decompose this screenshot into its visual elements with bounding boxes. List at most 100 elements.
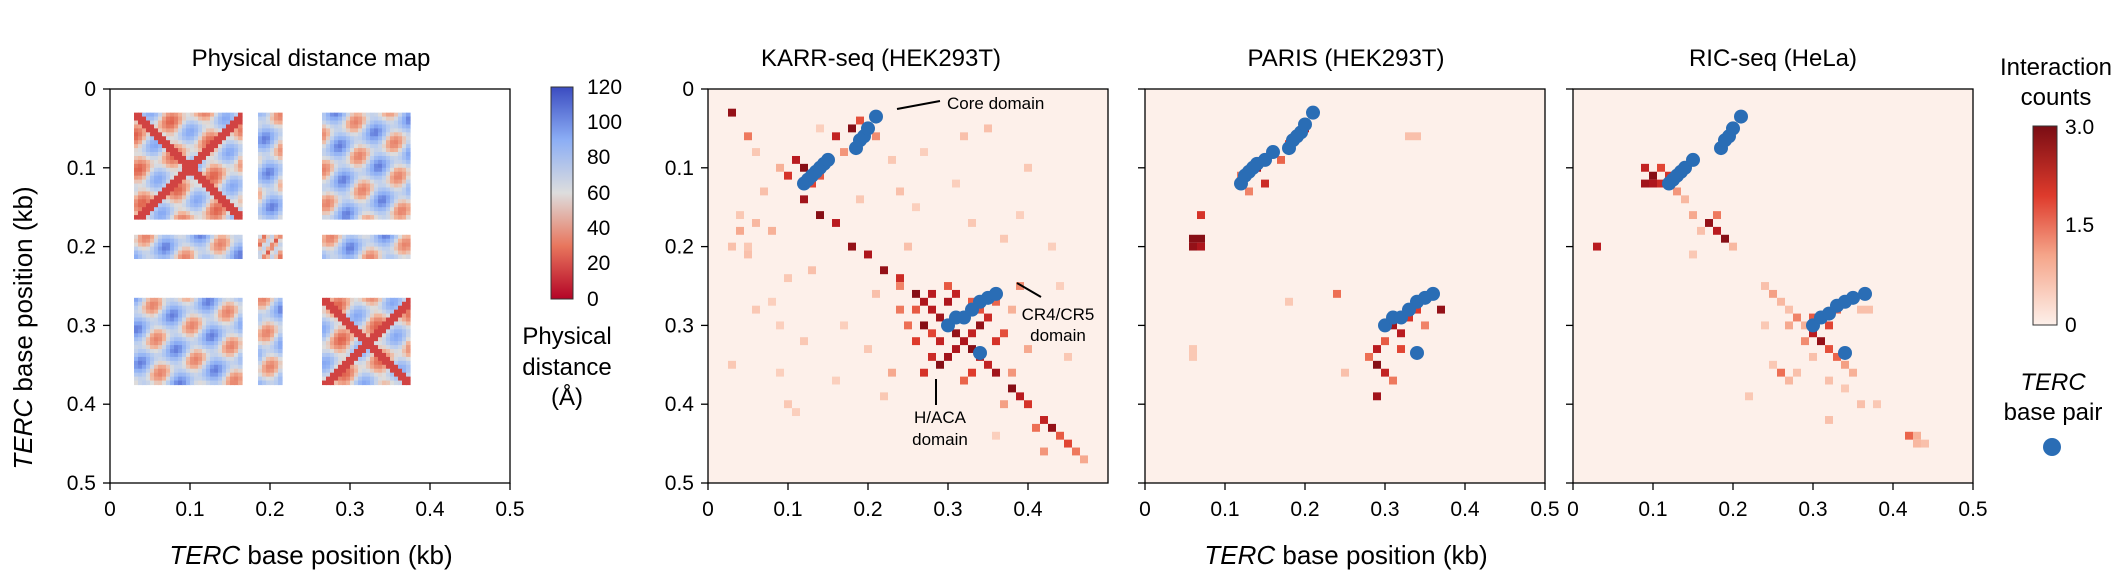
distance-cell <box>214 238 219 244</box>
distance-cell <box>142 159 147 165</box>
distance-cell <box>378 191 383 196</box>
distance-cell <box>262 199 267 204</box>
distance-cell <box>398 167 403 173</box>
distance-cell <box>190 309 195 315</box>
distance-cell <box>274 345 279 350</box>
distance-cell <box>374 329 379 334</box>
distance-cell <box>226 297 231 303</box>
distance-cell <box>342 333 347 338</box>
distance-cell <box>390 215 395 220</box>
distance-cell <box>274 341 279 346</box>
distance-cell <box>234 254 239 260</box>
distance-cell <box>150 203 155 208</box>
distance-cell <box>150 254 155 260</box>
distance-cell <box>334 159 339 165</box>
distance-cell <box>234 140 239 145</box>
distance-cell <box>274 301 279 307</box>
distance-cell <box>214 250 219 256</box>
distance-cell <box>234 183 239 189</box>
distance-cell <box>374 364 379 370</box>
distance-cell <box>234 372 239 378</box>
distance-cell <box>150 325 155 330</box>
distance-cell <box>226 349 231 354</box>
distance-cell <box>342 215 347 220</box>
distance-cell <box>274 329 279 334</box>
distance-cell <box>386 159 391 165</box>
distance-cell <box>258 163 263 169</box>
distance-cell <box>278 163 283 169</box>
distance-cell <box>218 246 223 252</box>
distance-cell <box>386 124 391 129</box>
interaction-cell <box>1189 242 1197 251</box>
distance-cell <box>210 246 215 252</box>
distance-cell <box>258 183 263 189</box>
distance-cell <box>198 215 203 220</box>
distance-cell <box>366 203 371 208</box>
distance-cell <box>238 341 243 346</box>
distance-cell <box>374 246 379 252</box>
distance-cell <box>262 242 267 248</box>
distance-cell <box>150 116 155 122</box>
distance-cell <box>322 341 327 346</box>
distance-cell <box>262 132 267 137</box>
distance-cell <box>162 297 167 303</box>
distance-cell <box>186 191 191 196</box>
distance-cell <box>358 234 363 240</box>
distance-cell <box>150 246 155 252</box>
distance-cell <box>362 301 367 307</box>
distance-cell <box>218 360 223 366</box>
distance-cell <box>214 155 219 161</box>
distance-cell <box>222 352 227 358</box>
distance-cell <box>338 152 343 157</box>
distance-cell <box>162 321 167 326</box>
interaction-cell <box>744 242 752 251</box>
distance-cell <box>258 132 263 137</box>
distance-cell <box>262 360 267 366</box>
distance-cell <box>182 372 187 378</box>
distance-cell <box>258 148 263 153</box>
interaction-cell <box>760 187 768 196</box>
distance-cell <box>198 337 203 342</box>
distance-cell <box>218 368 223 374</box>
distance-cell <box>394 360 399 366</box>
distance-cell <box>154 250 159 256</box>
distance-cell <box>406 341 411 346</box>
distance-cell <box>194 215 199 220</box>
distance-cell <box>358 329 363 334</box>
distance-cell <box>266 215 271 220</box>
distance-cell <box>150 368 155 374</box>
distance-cell <box>202 171 207 177</box>
distance-cell <box>158 242 163 248</box>
interaction-cell <box>1769 289 1777 298</box>
distance-cell <box>382 116 387 122</box>
distance-cell <box>198 246 203 252</box>
distance-cell <box>278 215 283 220</box>
distance-cell <box>166 234 171 240</box>
distance-tick: 100 <box>587 111 622 134</box>
distance-cell <box>346 297 351 303</box>
distance-cell <box>362 242 367 248</box>
distance-cell <box>334 242 339 248</box>
distance-cell <box>222 242 227 248</box>
interaction-cell <box>1285 297 1293 306</box>
distance-cell <box>158 195 163 200</box>
distance-cell <box>390 364 395 370</box>
distance-cell <box>186 309 191 315</box>
distance-cell <box>406 356 411 362</box>
distance-cell <box>394 372 399 378</box>
distance-cell <box>370 167 375 173</box>
distance-cell <box>174 163 179 169</box>
distance-cell <box>230 203 235 208</box>
distance-cell <box>350 380 355 386</box>
distance-cell <box>358 349 363 354</box>
distance-cell <box>394 179 399 185</box>
distance-cell <box>218 345 223 350</box>
distance-cell <box>146 376 151 382</box>
distance-cell <box>406 207 411 212</box>
distance-cell <box>330 364 335 370</box>
distance-cell <box>214 349 219 354</box>
distance-cell <box>370 203 375 208</box>
distance-cell <box>142 333 147 338</box>
distance-cell <box>238 250 243 256</box>
karr-annotations: Core domain CR4/CR5 domain H/ACA domain <box>896 94 1094 449</box>
